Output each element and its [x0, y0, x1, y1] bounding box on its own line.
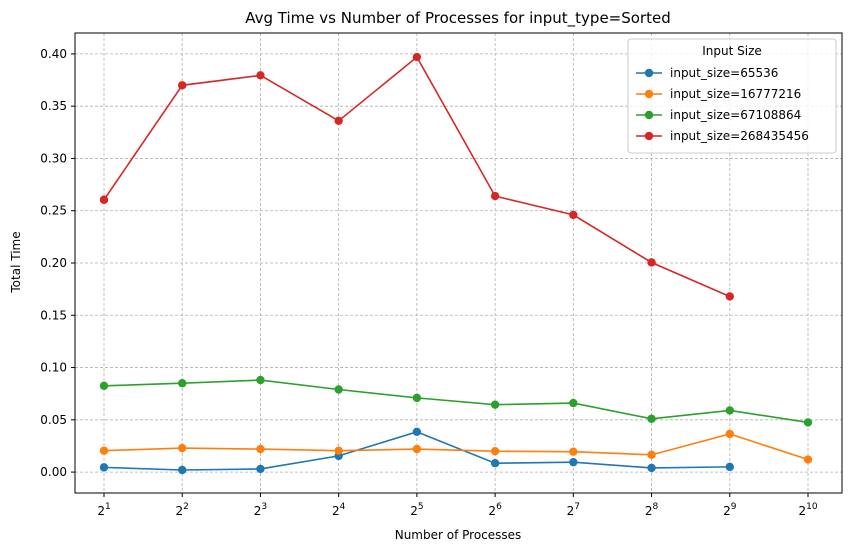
chart-title: Avg Time vs Number of Processes for inpu…: [245, 9, 671, 28]
data-point: [569, 447, 578, 456]
series-line: [103, 379, 809, 424]
series-markers: [99, 52, 813, 475]
x-tick-label: 22: [176, 502, 189, 518]
x-axis-ticks: 21 22 23 24 25 26 27 28 29 210: [97, 493, 818, 518]
data-point: [178, 81, 187, 90]
legend-marker: [644, 131, 654, 141]
data-point: [334, 446, 343, 455]
legend-marker: [644, 89, 654, 99]
data-point: [803, 418, 813, 427]
x-tick-label: 23: [254, 502, 267, 518]
x-tick-label: 21: [97, 502, 110, 518]
y-tick-label: 0.00: [40, 465, 67, 479]
legend-marker: [644, 68, 654, 78]
data-point: [256, 71, 265, 80]
data-point: [99, 446, 109, 455]
y-tick-label: 0.20: [40, 256, 67, 270]
data-point: [334, 116, 343, 126]
legend: Input Size input_size=65536 input_size=16…: [627, 38, 837, 154]
y-tick-label: 0.10: [40, 361, 67, 375]
y-tick-label: 0.15: [40, 308, 67, 322]
legend-box: [627, 38, 837, 154]
data-point: [490, 446, 500, 456]
y-tick-label: 0.25: [40, 204, 67, 218]
legend-label: input_size=67108864: [670, 108, 801, 122]
data-point: [99, 381, 109, 391]
y-tick-label: 0.40: [40, 47, 67, 61]
data-point: [99, 463, 109, 472]
x-axis-label: Number of Processes: [395, 528, 522, 542]
legend-label: input_size=268435456: [670, 129, 809, 143]
data-point: [647, 258, 656, 267]
legend-items: input_size=65536 input_size=16777216input…: [636, 66, 809, 143]
data-point: [412, 52, 422, 62]
data-point: [490, 459, 500, 468]
data-point: [490, 191, 500, 201]
series-line: [103, 433, 809, 461]
x-tick-label: 29: [723, 502, 737, 518]
y-tick-label: 0.05: [40, 413, 67, 427]
data-point: [647, 450, 656, 460]
data-point: [647, 414, 656, 423]
legend-marker: [644, 110, 654, 120]
legend-label: input_size=65536: [670, 66, 778, 80]
data-point: [334, 385, 343, 394]
data-point: [569, 398, 578, 408]
data-point: [256, 464, 265, 474]
data-point: [490, 400, 500, 409]
y-axis-label: Total Time: [9, 231, 23, 293]
data-point: [178, 443, 187, 453]
data-point: [412, 427, 422, 437]
x-tick-label: 27: [567, 502, 580, 518]
data-point: [803, 455, 813, 464]
data-point: [725, 462, 734, 472]
x-tick-label: 26: [488, 502, 502, 518]
data-point: [256, 375, 265, 385]
y-axis-ticks: 0.00 0.05 0.10 0.15 0.20 0.25 0.30 0.35 0.40: [40, 47, 75, 479]
data-point: [725, 429, 734, 439]
x-tick-label: 25: [410, 502, 423, 518]
data-point: [569, 457, 578, 467]
data-point: [412, 393, 422, 403]
data-point: [412, 444, 422, 454]
x-tick-label: 210: [798, 502, 817, 518]
y-tick-label: 0.30: [40, 151, 67, 165]
data-point: [569, 210, 578, 220]
data-point: [178, 465, 187, 475]
data-point: [725, 292, 734, 301]
x-tick-label: 24: [332, 502, 346, 518]
data-point: [725, 406, 734, 415]
data-point: [99, 195, 109, 204]
x-tick-label: 28: [645, 502, 659, 518]
data-point: [178, 379, 187, 388]
data-point: [647, 463, 656, 473]
legend-label: input_size=16777216: [670, 87, 801, 101]
data-point: [256, 444, 265, 454]
y-tick-label: 0.35: [40, 99, 67, 113]
legend-title: Input Size: [702, 44, 762, 58]
